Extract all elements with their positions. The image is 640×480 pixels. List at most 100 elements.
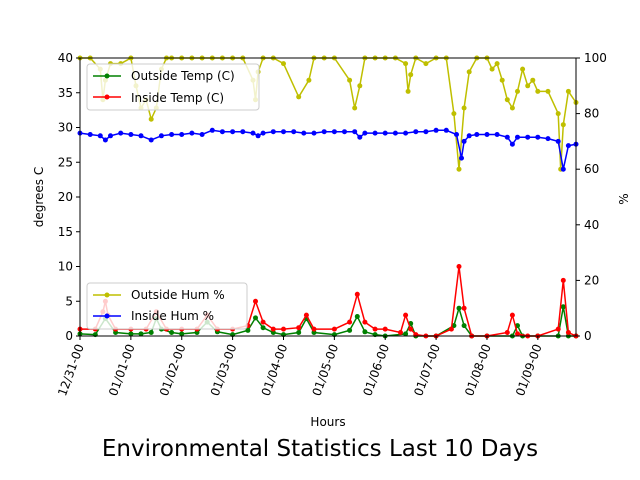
series-point-inside-hum (454, 132, 459, 137)
series-point-inside-hum (459, 155, 464, 161)
series-point-inside-temp-c (281, 326, 286, 332)
series-point-outside-temp-c (260, 325, 266, 331)
series-line-outside-hum (80, 56, 577, 170)
series-point-outside-temp-c (245, 327, 251, 333)
y-right-tick-label: 40 (584, 218, 599, 232)
series-point-outside-hum (494, 61, 500, 67)
legend-outside-hum-label: Outside Hum % (131, 288, 225, 302)
series-point-inside-temp-c (403, 312, 409, 318)
series-point-inside-hum (504, 134, 510, 140)
series-point-inside-hum (525, 134, 531, 140)
legend-humidity-box (86, 282, 248, 330)
series-point-outside-hum (545, 88, 551, 94)
y-left-tick-label: 15 (58, 225, 73, 239)
series-point-inside-hum (240, 129, 246, 135)
series-point-outside-hum (565, 88, 571, 94)
y-right-tick-label: 0 (584, 329, 592, 343)
series-point-inside-hum (357, 134, 363, 140)
series-point-inside-hum (281, 129, 286, 135)
series-point-outside-temp-c (169, 330, 175, 335)
series-point-inside-hum (87, 132, 93, 137)
series-point-inside-hum (108, 133, 113, 139)
series-point-inside-hum (311, 130, 317, 136)
series-point-inside-temp-c (565, 330, 571, 335)
series-point-inside-temp-c (461, 305, 467, 311)
series-point-inside-hum (230, 129, 236, 135)
series-point-inside-temp-c (456, 264, 462, 269)
series-point-outside-hum (515, 88, 520, 94)
series-point-inside-temp-c (260, 319, 266, 325)
series-point-outside-hum (352, 105, 358, 111)
series-point-outside-hum (466, 69, 472, 75)
series-point-inside-hum (138, 133, 144, 139)
series-point-inside-hum (443, 127, 449, 133)
series-point-inside-hum (466, 133, 472, 139)
series-point-inside-hum (509, 141, 515, 147)
series-point-outside-temp-c (461, 323, 467, 329)
y-right-tick-label: 100 (584, 51, 607, 65)
series-point-inside-hum (433, 127, 439, 133)
legend-humidity: Outside Hum % Inside Hum % (86, 282, 248, 330)
series-point-outside-hum (347, 77, 353, 83)
series-point-outside-hum (555, 111, 561, 117)
series-point-outside-temp-c (362, 329, 368, 335)
series-point-outside-temp-c (179, 331, 185, 337)
series-point-inside-temp-c (270, 326, 276, 332)
y-left-tick-label: 30 (58, 121, 73, 135)
series-point-outside-temp-c (296, 330, 302, 335)
legend-outside-hum-marker (104, 292, 110, 298)
y-axis-right: 0 20 40 60 80 100 (576, 51, 607, 343)
series-point-inside-hum (321, 129, 327, 135)
series-point-outside-hum (148, 116, 154, 122)
y-right-tick-label: 20 (584, 273, 599, 287)
chart-title: Environmental Statistics Last 10 Days (102, 436, 538, 462)
series-point-inside-temp-c (382, 326, 388, 332)
series-point-inside-hum (250, 130, 256, 136)
series-point-inside-hum (555, 138, 561, 144)
series-point-inside-hum (535, 134, 541, 140)
series-point-outside-temp-c (403, 331, 409, 337)
series-point-inside-temp-c (347, 319, 353, 325)
series-point-inside-hum (209, 127, 215, 133)
series-point-inside-hum (474, 132, 480, 137)
legend-temperature: Outside Temp (C) Inside Temp (C) (86, 63, 260, 111)
y-axis-left: 0 5 10 15 20 25 30 35 40 (58, 51, 80, 343)
series-point-inside-temp-c (354, 291, 360, 297)
y-left-tick-label: 10 (58, 260, 73, 274)
series-point-outside-hum (504, 97, 510, 103)
series-point-outside-hum (456, 166, 462, 172)
series-point-outside-hum (509, 105, 515, 111)
series-point-inside-temp-c (555, 326, 561, 332)
series-point-inside-hum (372, 130, 378, 136)
legend-outside-temp-label: Outside Temp (C) (131, 69, 235, 83)
series-point-outside-temp-c (560, 304, 566, 310)
series-point-outside-hum (499, 77, 505, 83)
series-point-outside-temp-c (128, 331, 134, 337)
series-point-inside-hum (179, 132, 185, 137)
series-point-inside-temp-c (372, 326, 378, 332)
legend-outside-temp-marker (104, 73, 110, 79)
y-right-tick-label: 60 (584, 162, 599, 176)
series-point-inside-hum (413, 129, 419, 135)
series-point-inside-temp-c (296, 325, 302, 331)
series-point-inside-hum (362, 130, 368, 136)
y-right-tick-label: 80 (584, 107, 599, 121)
series-point-outside-hum (461, 105, 467, 111)
series-point-inside-hum (423, 129, 429, 135)
series-point-outside-hum (535, 88, 541, 94)
y-left-tick-label: 5 (65, 294, 73, 308)
series-point-inside-temp-c (504, 330, 510, 335)
series-point-inside-hum (148, 137, 154, 143)
y-left-tick-label: 20 (58, 190, 73, 204)
series-point-inside-hum (270, 129, 276, 135)
legend-temperature-box (86, 63, 260, 111)
series-point-inside-hum (255, 133, 261, 139)
y-axis-left-label: degrees C (32, 167, 46, 228)
series-point-inside-hum (461, 138, 467, 144)
series-point-inside-hum (128, 132, 134, 137)
series-point-inside-temp-c (331, 326, 337, 332)
series-point-inside-hum (97, 133, 103, 139)
series-point-outside-hum (530, 77, 536, 83)
y-axis-right-label: % (617, 193, 631, 204)
